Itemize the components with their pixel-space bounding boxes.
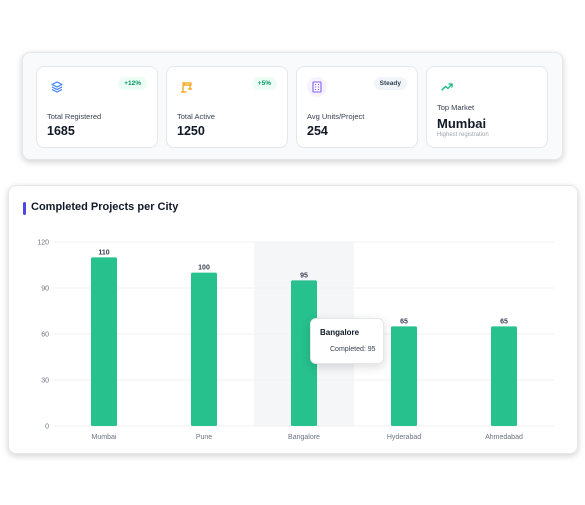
crane-icon: [177, 77, 197, 97]
tooltip-title: Bangalore: [320, 328, 360, 337]
bar: [491, 326, 517, 426]
stat-value: 254: [307, 124, 328, 138]
stat-label: Total Active: [177, 112, 215, 121]
stat-label: Avg Units/Project: [307, 112, 365, 121]
y-tick-label: 30: [41, 378, 49, 385]
stat-card-total-registered[interactable]: +12% Total Registered 1685: [36, 66, 158, 148]
y-tick-label: 90: [41, 286, 49, 293]
bar: [91, 257, 117, 426]
data-label: 65: [500, 318, 508, 325]
data-label: 110: [98, 249, 109, 256]
bar: [191, 272, 217, 426]
stat-label: Top Market: [437, 103, 475, 112]
trend-up-icon: [437, 77, 457, 97]
stat-card-avg-units[interactable]: Steady Avg Units/Project 254: [296, 66, 418, 148]
stat-subtext: Highest registration: [437, 132, 489, 138]
x-tick-label: Mumbai: [92, 434, 117, 441]
y-tick-label: 0: [45, 424, 49, 431]
stats-panel: +12% Total Registered 1685 +5% Total Act…: [22, 52, 563, 160]
tooltip-text: Completed: 95: [330, 346, 376, 353]
status-badge: +5%: [251, 77, 277, 90]
x-tick-label: Hyderabad: [387, 434, 421, 441]
building-icon: [307, 77, 327, 97]
chart-title: Completed Projects per City: [31, 201, 179, 213]
stat-label: Total Registered: [47, 112, 102, 121]
data-label: 100: [198, 265, 210, 272]
y-tick-label: 60: [41, 332, 49, 339]
bar: [291, 280, 317, 426]
y-tick-label: 120: [37, 240, 49, 247]
bar: [391, 326, 417, 426]
x-tick-label: Ahmedabad: [485, 434, 523, 441]
stat-card-top-market[interactable]: Top Market Mumbai Highest registration: [426, 66, 548, 148]
chart-tooltip: Bangalore Completed: 95: [310, 318, 384, 364]
data-label: 65: [400, 318, 408, 325]
status-badge: Steady: [373, 77, 407, 90]
data-label: 95: [300, 272, 308, 279]
title-accent-bar: [23, 202, 26, 215]
layers-icon: [47, 77, 67, 97]
stat-value: 1250: [177, 124, 205, 138]
stat-value: 1685: [47, 124, 75, 138]
stat-value: Mumbai: [437, 116, 487, 131]
stat-card-total-active[interactable]: +5% Total Active 1250: [166, 66, 288, 148]
status-badge: +12%: [118, 77, 147, 90]
bar-chart: 0 30 60 90 120 110 Mumbai 100 Pune 95 Bangalore 65 H…: [37, 240, 554, 441]
x-tick-label: Pune: [196, 434, 212, 441]
chart-panel: Completed Projects per City 0 30 60 90 120 11…: [8, 185, 578, 454]
x-tick-label: Bangalore: [288, 434, 320, 441]
